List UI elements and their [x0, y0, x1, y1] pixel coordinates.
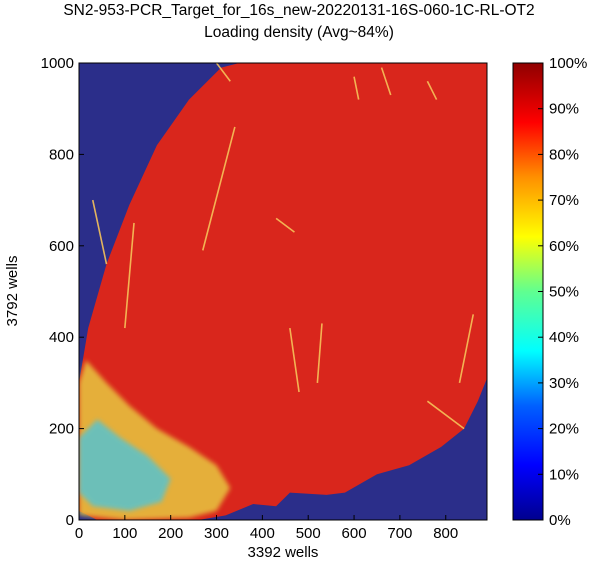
y-tick-label: 600 [49, 238, 74, 255]
x-tick-label: 800 [433, 525, 458, 542]
x-tick-label: 700 [387, 525, 412, 542]
colorbar-tick-label: 10% [549, 466, 579, 483]
streak-line [426, 400, 465, 430]
chart-subtitle: Loading density (Avg~84%) [204, 24, 394, 41]
colorbar-tick-label: 30% [549, 375, 579, 392]
colorbar-tick-label: 100% [549, 55, 587, 72]
streak-line [458, 314, 475, 384]
colorbar-tick-label: 20% [549, 421, 579, 438]
dense-loading-region [79, 63, 487, 520]
streak-line [353, 76, 360, 100]
colorbar-tick-label: 70% [549, 192, 579, 209]
streak-line [215, 63, 231, 82]
streak-line [289, 327, 300, 393]
x-tick-label: 500 [296, 525, 321, 542]
y-tick-label: 0 [66, 512, 74, 529]
streak-line [426, 80, 438, 100]
y-tick-label: 1000 [41, 55, 74, 72]
density-streaks [91, 63, 475, 430]
streak-line [275, 217, 295, 233]
colorbar-tick-label: 40% [549, 329, 579, 346]
y-axis-label: 3792 wells [4, 256, 21, 327]
colorbar-axis: 0% 10% 20% 30% 40% 50% 60% 70% 80% 90% 100% [538, 55, 587, 529]
y-axis: 0 200 400 600 800 1000 [41, 55, 84, 529]
plot-frame [78, 62, 488, 521]
sparse-loading-core [79, 419, 171, 511]
y-tick-label: 400 [49, 329, 74, 346]
x-axis: 0 100 200 300 400 500 600 700 800 [75, 515, 458, 542]
y-tick-label: 200 [49, 421, 74, 438]
heatmap-area [79, 63, 487, 520]
colorbar-tick-label: 60% [549, 238, 579, 255]
x-tick-label: 0 [75, 525, 83, 542]
x-tick-label: 600 [342, 525, 367, 542]
x-tick-label: 200 [158, 525, 183, 542]
chart-title: SN2-953-PCR_Target_for_16s_new-20220131-… [63, 2, 535, 19]
colorbar-tick-label: 80% [549, 146, 579, 163]
x-tick-label: 400 [250, 525, 275, 542]
colorbar-tick-label: 50% [549, 284, 579, 301]
streak-line [380, 67, 392, 96]
colorbar-tick-label: 0% [549, 512, 571, 529]
colorbar-tick-label: 90% [549, 101, 579, 118]
streak-line [91, 199, 108, 265]
streak-line [202, 126, 236, 251]
streak-line [124, 222, 135, 329]
x-tick-label: 300 [204, 525, 229, 542]
x-axis-label: 3392 wells [248, 544, 319, 561]
y-tick-label: 800 [49, 146, 74, 163]
x-tick-label: 100 [112, 525, 137, 542]
streak-line [316, 323, 323, 383]
